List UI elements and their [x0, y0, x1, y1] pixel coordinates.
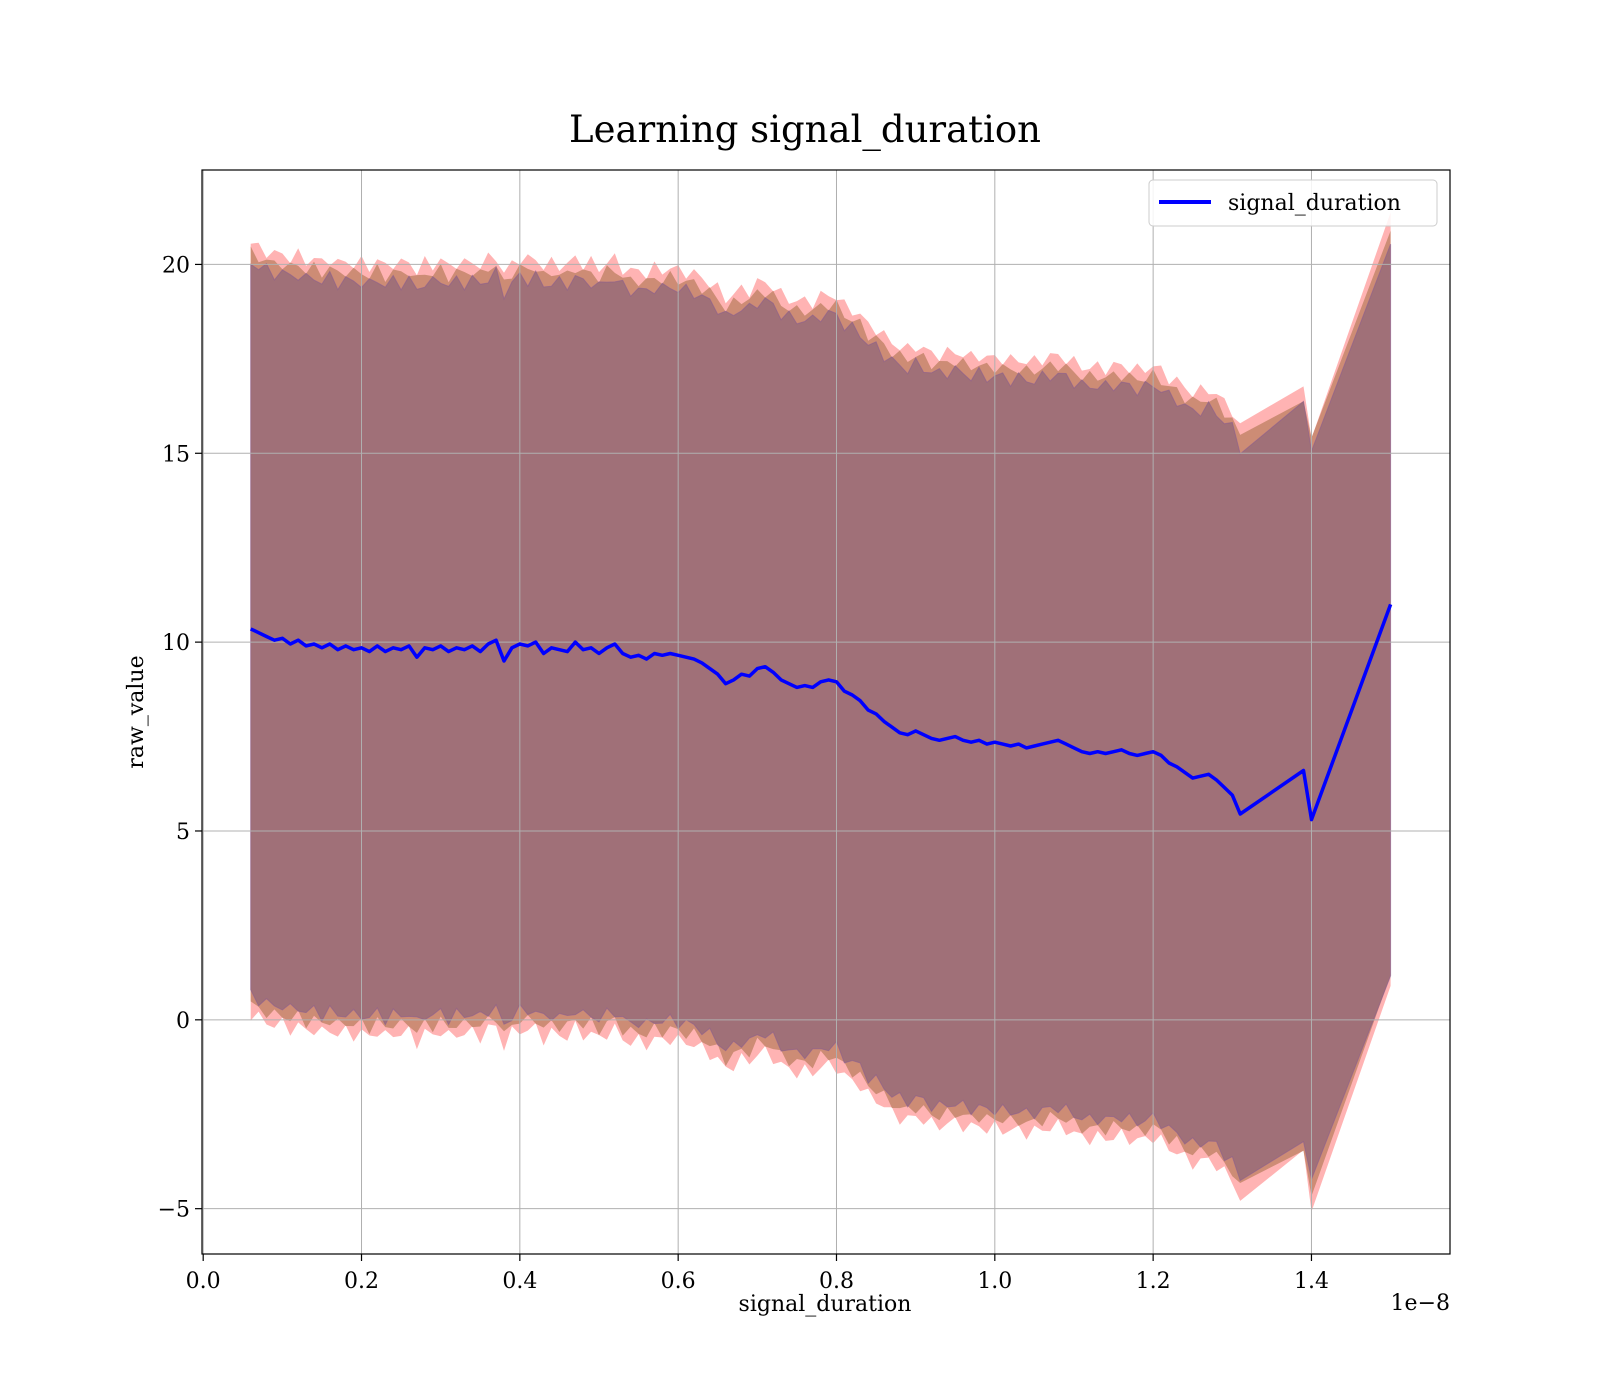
y-tick-label-3: 10: [162, 631, 190, 656]
x-tick-label-4: 0.8: [819, 1269, 854, 1294]
x-tick-label-6: 1.2: [1136, 1269, 1171, 1294]
x-tick-label-7: 1.4: [1294, 1269, 1329, 1294]
series-line-signal-duration: [249, 603, 1393, 822]
x-axis-label: signal_duration: [739, 1292, 912, 1317]
x-tick-label-0: 0.0: [186, 1269, 221, 1294]
grid-lines: [202, 170, 1450, 1254]
legend-box: [1148, 179, 1438, 227]
y-tick-label-4: 15: [162, 442, 190, 467]
x-tick-label-2: 0.4: [502, 1269, 537, 1294]
series-lines: [249, 603, 1393, 822]
chart-title: Learning signal_duration: [569, 108, 1041, 152]
y-tick-label-1: 0: [176, 1009, 190, 1034]
x-axis-offset-label: 1e−8: [1391, 1291, 1450, 1316]
x-tick-label-1: 0.2: [344, 1269, 379, 1294]
plot-frame: [201, 169, 1451, 1255]
band-inner: [250, 243, 1392, 1182]
y-axis-ticks: −5 0 5 10 15 20: [158, 253, 202, 1223]
confidence-bands: [250, 212, 1392, 1212]
x-tick-label-3: 0.6: [661, 1269, 696, 1294]
y-tick-label-0: −5: [158, 1198, 190, 1223]
x-tick-label-5: 1.0: [977, 1269, 1012, 1294]
y-tick-label-2: 5: [176, 820, 190, 845]
x-axis-ticks: 0.0 0.2 0.4 0.6 0.8 1.0 1.2 1.4: [186, 1254, 1329, 1294]
legend-label-signal-duration: signal_duration: [1228, 191, 1401, 216]
y-tick-label-5: 20: [162, 253, 190, 278]
legend: signal_duration: [1148, 179, 1438, 227]
y-axis-label: raw_value: [124, 655, 149, 768]
